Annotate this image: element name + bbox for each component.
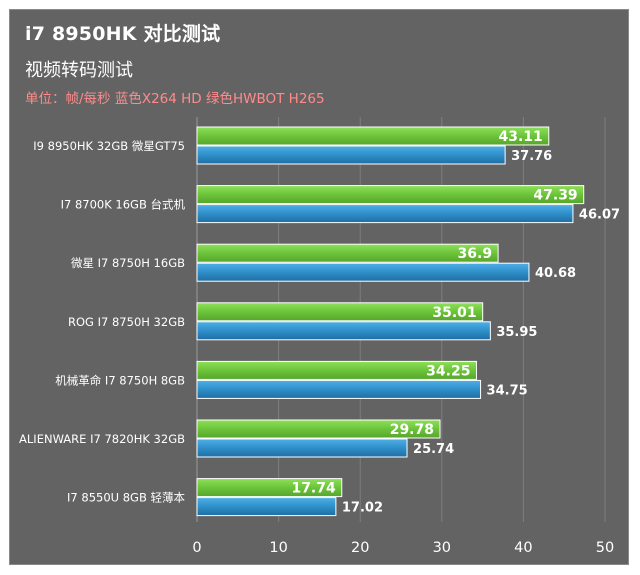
bar-blue <box>196 321 491 341</box>
chart-panel <box>9 9 629 565</box>
data-label: 37.76 <box>511 149 552 164</box>
unit-note: 单位：帧/每秒 蓝色X264 HD 绿色HWBOT H265 <box>25 91 325 107</box>
bar-green <box>196 419 441 439</box>
bar-blue <box>196 145 506 165</box>
bar-blue <box>196 204 574 224</box>
bar-green <box>196 478 343 498</box>
data-label: 17.02 <box>342 501 383 516</box>
data-label: 35.01 <box>432 305 476 321</box>
data-label: 43.11 <box>498 129 542 145</box>
bar-green <box>196 185 585 205</box>
data-label: 17.74 <box>291 481 336 497</box>
data-label: 46.07 <box>579 208 620 223</box>
x-tick-label: 30 <box>433 540 451 556</box>
category-label: I7 8700K 16GB 台式机 <box>61 198 186 212</box>
category-label: ALIENWARE I7 7820HK 32GB <box>19 432 185 446</box>
bar-blue <box>196 438 408 458</box>
bar-blue <box>196 262 530 282</box>
data-label: 29.78 <box>390 422 434 438</box>
data-label: 34.75 <box>487 383 528 398</box>
chart-subtitle: 视频转码测试 <box>25 60 133 81</box>
bar-green <box>196 243 499 263</box>
bar-green <box>196 302 484 322</box>
x-tick-label: 40 <box>514 540 532 556</box>
x-tick-label: 0 <box>192 540 201 556</box>
bar-green <box>196 360 477 380</box>
data-label: 36.9 <box>458 246 493 262</box>
chart-title: i7 8950HK 对比测试 <box>25 23 221 45</box>
x-tick-label: 10 <box>269 540 287 556</box>
category-label: I7 8550U 8GB 轻薄本 <box>67 491 185 505</box>
data-label: 47.39 <box>533 188 577 204</box>
data-label: 35.95 <box>496 325 537 340</box>
bar-green <box>196 126 550 146</box>
category-label: 微星 I7 8750H 16GB <box>71 256 185 270</box>
bar-blue <box>196 379 482 399</box>
category-label: 机械革命 I7 8750H 8GB <box>55 373 185 387</box>
data-label: 40.68 <box>535 266 576 281</box>
bar-blue <box>196 497 337 517</box>
category-label: I9 8950HK 32GB 微星GT75 <box>33 139 185 153</box>
category-label: ROG I7 8750H 32GB <box>68 315 185 329</box>
x-tick-label: 50 <box>596 540 614 556</box>
data-label: 25.74 <box>413 442 454 457</box>
x-tick-label: 20 <box>351 540 369 556</box>
data-label: 34.25 <box>426 363 470 379</box>
